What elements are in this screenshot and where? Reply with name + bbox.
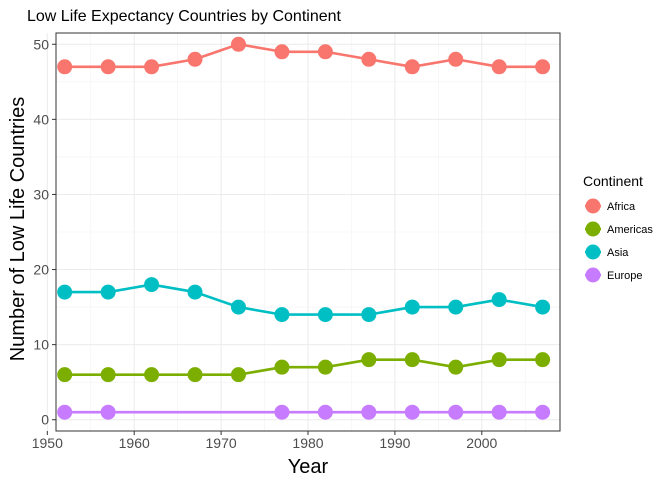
y-tick-label: 10 xyxy=(33,337,49,353)
data-point-europe xyxy=(274,404,290,420)
x-tick-label: 1980 xyxy=(292,435,323,451)
legend: Continent Africa Americas Asia Europe xyxy=(583,173,653,283)
data-point-africa xyxy=(274,44,290,60)
data-point-europe xyxy=(361,404,377,420)
legend-item-asia: Asia xyxy=(585,244,629,260)
y-tick-label: 40 xyxy=(33,111,49,127)
series-europe xyxy=(57,404,551,420)
data-point-asia xyxy=(187,284,203,300)
data-point-europe xyxy=(57,404,73,420)
legend-key-point xyxy=(585,221,601,237)
series-line-americas xyxy=(64,358,543,376)
legend-label: Americas xyxy=(607,224,653,236)
data-point-asia xyxy=(57,284,73,300)
series-americas xyxy=(57,352,551,383)
legend-item-americas: Americas xyxy=(585,221,653,237)
y-axis-title: Number of Low Life Countries xyxy=(7,97,29,362)
x-axis-title: Year xyxy=(288,456,329,478)
chart-title: Low Life Expectancy Countries by Contine… xyxy=(27,8,342,25)
x-tick-label: 2000 xyxy=(466,435,497,451)
data-point-americas xyxy=(535,352,551,368)
data-point-europe xyxy=(448,404,464,420)
data-point-africa xyxy=(491,59,507,75)
y-tick-label: 20 xyxy=(33,262,49,278)
data-point-europe xyxy=(100,404,116,420)
data-point-americas xyxy=(144,367,160,383)
data-point-africa xyxy=(404,59,420,75)
legend-key-point xyxy=(585,244,601,260)
data-point-asia xyxy=(230,299,246,315)
series-africa xyxy=(57,36,551,75)
data-point-europe xyxy=(491,404,507,420)
data-point-africa xyxy=(187,51,203,67)
x-tick-label: 1960 xyxy=(119,435,150,451)
series-line-africa xyxy=(64,42,543,69)
legend-title: Continent xyxy=(583,173,643,189)
data-point-asia xyxy=(361,307,377,323)
data-point-americas xyxy=(274,359,290,375)
legend-item-europe: Europe xyxy=(585,267,642,283)
data-point-americas xyxy=(361,352,377,368)
data-point-africa xyxy=(361,51,377,67)
data-point-asia xyxy=(144,277,160,293)
data-point-europe xyxy=(535,404,551,420)
series-group xyxy=(57,36,551,420)
data-point-europe xyxy=(317,404,333,420)
data-point-africa xyxy=(57,59,73,75)
data-point-africa xyxy=(100,59,116,75)
data-point-asia xyxy=(100,284,116,300)
data-point-africa xyxy=(317,44,333,60)
data-point-asia xyxy=(404,299,420,315)
data-point-americas xyxy=(230,367,246,383)
data-point-americas xyxy=(404,352,420,368)
y-tick-label: 0 xyxy=(41,412,49,428)
data-point-asia xyxy=(274,307,290,323)
data-point-asia xyxy=(448,299,464,315)
data-point-americas xyxy=(491,352,507,368)
legend-key-point xyxy=(585,198,601,214)
legend-label: Africa xyxy=(607,201,636,213)
data-point-africa xyxy=(535,59,551,75)
data-point-europe xyxy=(404,404,420,420)
series-asia xyxy=(57,277,551,323)
legend-label: Europe xyxy=(607,270,642,282)
y-tick-label: 50 xyxy=(33,36,49,52)
axis-ticks: 1950 1960 1970 1980 1990 2000 0 10 20 30 40 50 xyxy=(32,36,498,451)
data-point-americas xyxy=(57,367,73,383)
x-tick-label: 1950 xyxy=(32,435,63,451)
data-point-africa xyxy=(230,36,246,52)
legend-label: Asia xyxy=(607,247,629,259)
data-point-africa xyxy=(448,51,464,67)
x-tick-label: 1990 xyxy=(379,435,410,451)
legend-item-africa: Africa xyxy=(585,198,636,214)
y-tick-label: 30 xyxy=(33,186,49,202)
data-point-africa xyxy=(144,59,160,75)
data-point-americas xyxy=(100,367,116,383)
data-point-americas xyxy=(317,359,333,375)
data-point-americas xyxy=(448,359,464,375)
data-point-asia xyxy=(317,307,333,323)
legend-key-point xyxy=(585,267,601,283)
data-point-americas xyxy=(187,367,203,383)
series-line-asia xyxy=(64,283,543,316)
data-point-asia xyxy=(535,299,551,315)
data-point-asia xyxy=(491,292,507,308)
grid xyxy=(46,33,560,431)
x-tick-label: 1970 xyxy=(206,435,237,451)
